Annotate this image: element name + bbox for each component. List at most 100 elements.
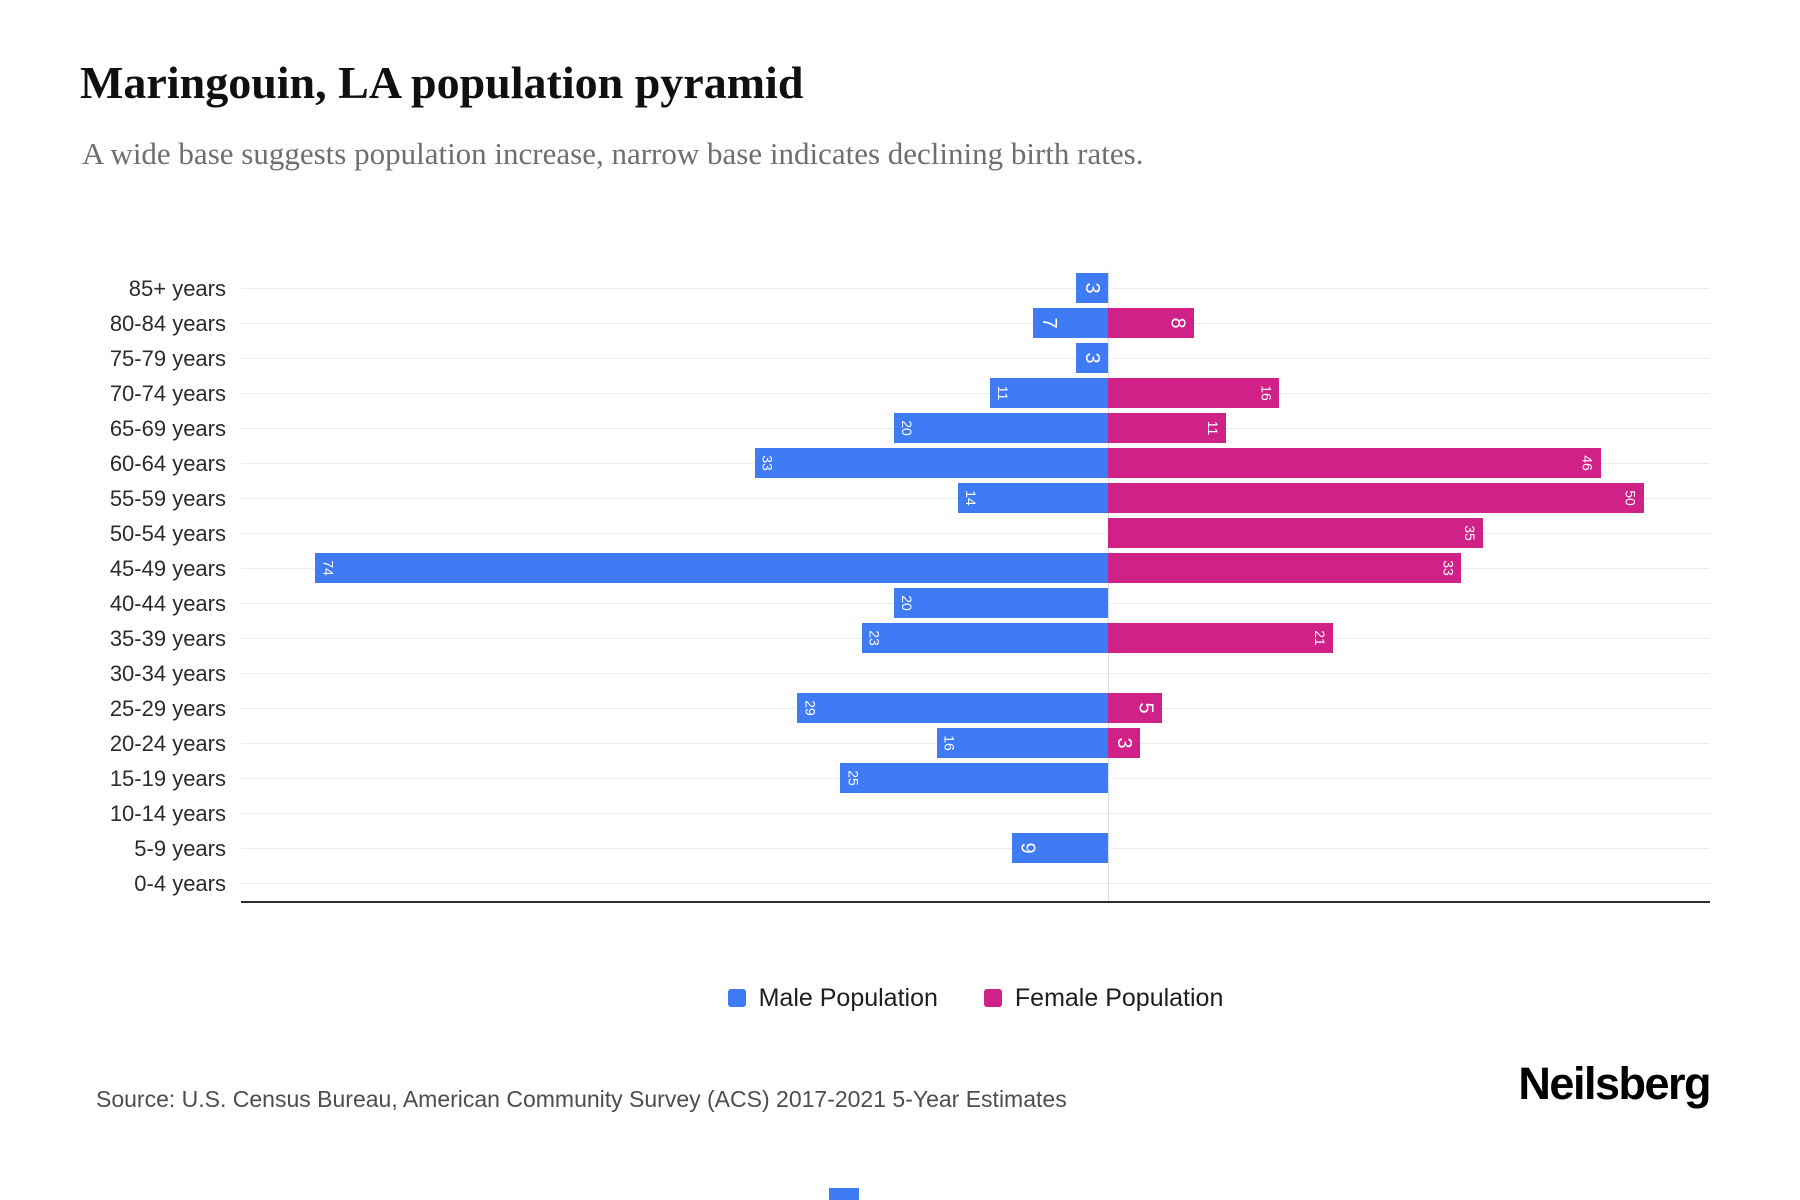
female-bar-value: 50 xyxy=(1622,490,1639,506)
male-bar-value: 16 xyxy=(941,735,958,751)
male-bar-value: 14 xyxy=(963,490,980,506)
male-bar: 3 xyxy=(1075,273,1108,303)
male-bar-value: 11 xyxy=(995,385,1012,401)
pyramid-row: 85+ years 3 xyxy=(96,271,1736,306)
pyramid-row: 50-54 years 35 xyxy=(96,516,1736,551)
page-subtitle: A wide base suggests population increase… xyxy=(82,136,1144,171)
row-track xyxy=(241,866,1710,901)
pyramid-row: 25-29 years 29 5 xyxy=(96,691,1736,726)
pyramid-row: 70-74 years 11 16 xyxy=(96,376,1736,411)
y-axis-label: 80-84 years xyxy=(109,311,226,336)
male-bar: 7 xyxy=(1033,308,1108,338)
gridline xyxy=(241,393,1710,394)
pyramid-row: 30-34 years xyxy=(96,656,1736,691)
male-bar: 20 xyxy=(893,588,1108,618)
y-axis-label: 85+ years xyxy=(128,276,226,301)
female-bar-value: 35 xyxy=(1461,525,1478,541)
row-track: 33 46 xyxy=(241,446,1710,481)
row-track xyxy=(241,656,1710,691)
male-bar-value: 29 xyxy=(802,700,819,716)
male-bar-value: 33 xyxy=(759,455,776,471)
pyramid-row: 35-39 years 23 21 xyxy=(96,621,1736,656)
female-bar: 46 xyxy=(1108,448,1601,478)
female-bar: 33 xyxy=(1108,553,1462,583)
chart-legend: Male Population Female Population xyxy=(241,982,1710,1014)
y-axis-label: 5-9 years xyxy=(134,836,226,861)
gridline xyxy=(241,358,1710,359)
legend-item-male[interactable]: Male Population xyxy=(727,983,938,1013)
male-bar: 16 xyxy=(936,728,1108,758)
male-bar: 14 xyxy=(958,483,1108,513)
female-bar-value: 8 xyxy=(1166,317,1189,329)
gridline xyxy=(241,323,1710,324)
pyramid-row: 65-69 years 20 11 xyxy=(96,411,1736,446)
female-bar: 11 xyxy=(1108,413,1226,443)
gridline xyxy=(241,533,1710,534)
population-pyramid-chart: 85+ years 3 80-84 years 7 8 75-79 years 3 70-74… xyxy=(96,271,1736,911)
pyramid-row: 55-59 years 14 50 xyxy=(96,481,1736,516)
female-bar: 50 xyxy=(1108,483,1644,513)
pyramid-row: 0-4 years xyxy=(96,866,1736,901)
row-track: 11 16 xyxy=(241,376,1710,411)
female-bar: 21 xyxy=(1108,623,1333,653)
male-bar-value: 3 xyxy=(1080,352,1103,364)
row-track: 3 xyxy=(241,271,1710,306)
y-axis-label: 20-24 years xyxy=(109,731,226,756)
female-bar-value: 33 xyxy=(1440,560,1457,576)
male-bar-value: 3 xyxy=(1080,282,1103,294)
male-bar: 3 xyxy=(1075,343,1108,373)
male-bar-value: 9 xyxy=(1016,842,1039,854)
row-track: 9 xyxy=(241,831,1710,866)
row-track: 14 50 xyxy=(241,481,1710,516)
male-bar-value: 23 xyxy=(866,630,883,646)
pyramid-row: 80-84 years 7 8 xyxy=(96,306,1736,341)
female-bar-value: 11 xyxy=(1204,420,1221,436)
male-bar: 33 xyxy=(754,448,1108,478)
female-legend-label: Female Population xyxy=(1014,983,1224,1012)
male-bar-value: 74 xyxy=(320,560,337,576)
y-axis-label: 30-34 years xyxy=(109,661,226,686)
pyramid-row: 5-9 years 9 xyxy=(96,831,1736,866)
male-bar: 29 xyxy=(797,693,1108,723)
y-axis-label: 35-39 years xyxy=(109,626,226,651)
gridline xyxy=(241,848,1710,849)
female-bar-value: 21 xyxy=(1311,630,1328,646)
female-bar: 8 xyxy=(1108,308,1194,338)
female-bar-value: 5 xyxy=(1134,702,1157,714)
male-bar: 9 xyxy=(1011,833,1108,863)
neilsberg-logo: Neilsberg xyxy=(1518,1058,1711,1109)
male-legend-label: Male Population xyxy=(758,983,938,1012)
male-bar: 20 xyxy=(893,413,1108,443)
male-bar: 23 xyxy=(861,623,1108,653)
pyramid-row: 10-14 years xyxy=(96,796,1736,831)
source-attribution: Source: U.S. Census Bureau, American Com… xyxy=(96,1086,1067,1112)
pyramid-row: 60-64 years 33 46 xyxy=(96,446,1736,481)
male-bar-value: 7 xyxy=(1038,317,1061,329)
legend-item-female[interactable]: Female Population xyxy=(983,983,1224,1013)
y-axis-label: 40-44 years xyxy=(109,591,226,616)
y-axis-label: 70-74 years xyxy=(109,381,226,406)
pyramid-row: 15-19 years 25 xyxy=(96,761,1736,796)
y-axis-label: 0-4 years xyxy=(134,871,226,896)
row-track: 35 xyxy=(241,516,1710,551)
gridline xyxy=(241,673,1710,674)
y-axis-label: 60-64 years xyxy=(109,451,226,476)
bottom-edge-artifact xyxy=(829,1188,859,1200)
gridline xyxy=(241,288,1710,289)
row-track: 20 xyxy=(241,586,1710,621)
pyramid-row: 75-79 years 3 xyxy=(96,341,1736,376)
row-track xyxy=(241,796,1710,831)
female-bar: 5 xyxy=(1108,693,1162,723)
female-bar-value: 46 xyxy=(1579,455,1596,471)
gridline xyxy=(241,883,1710,884)
y-axis-label: 45-49 years xyxy=(109,556,226,581)
male-legend-swatch xyxy=(727,989,746,1007)
page-title: Maringouin, LA population pyramid xyxy=(80,57,804,108)
pyramid-row: 20-24 years 16 3 xyxy=(96,726,1736,761)
female-bar-value: 16 xyxy=(1258,385,1275,401)
row-track: 25 xyxy=(241,761,1710,796)
female-bar: 3 xyxy=(1108,728,1141,758)
y-axis-label: 75-79 years xyxy=(109,346,226,371)
y-axis-label: 50-54 years xyxy=(109,521,226,546)
